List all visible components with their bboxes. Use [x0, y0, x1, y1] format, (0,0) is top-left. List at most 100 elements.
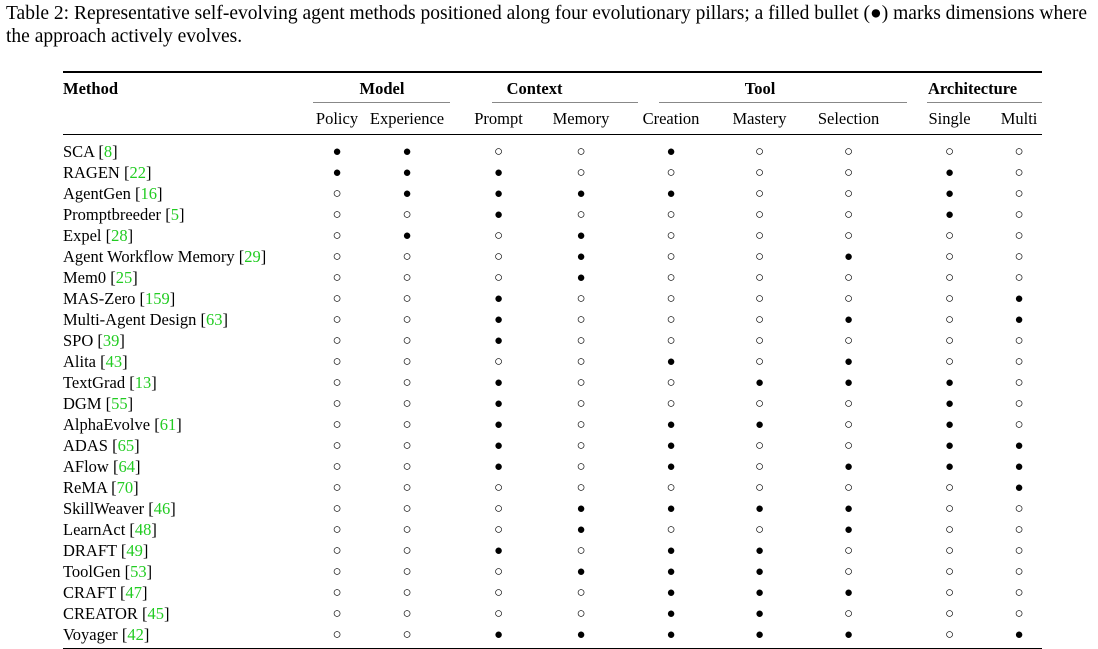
citation-link[interactable]: 28 — [111, 225, 128, 245]
citation-link[interactable]: 5 — [170, 204, 179, 224]
group-header-architecture: Architecture — [903, 71, 1043, 104]
table-row: Promptbreeder [5] ○ ○ ● ○ ○ ○ ○ ● ○ — [63, 204, 1042, 225]
citation-link[interactable]: 61 — [159, 414, 177, 434]
subheader-mastery: Mastery — [725, 104, 795, 135]
filled-bullet-icon: ● — [493, 417, 504, 433]
empty-bullet-icon: ○ — [945, 354, 955, 370]
table-row: Voyager [42] ○ ○ ● ● ● ● ● ○ ● — [63, 624, 1043, 649]
group-rule-architecture — [927, 102, 1042, 103]
filled-bullet-icon: ● — [754, 375, 765, 391]
filled-bullet-cell: ● — [725, 372, 794, 393]
citation-link[interactable]: 47 — [125, 582, 143, 602]
citation-link[interactable]: 70 — [116, 477, 134, 497]
empty-bullet-cell: ○ — [312, 204, 362, 225]
filled-bullet-cell: ● — [545, 519, 617, 540]
filled-bullet-icon: ● — [843, 585, 854, 601]
empty-bullet-cell: ○ — [312, 435, 362, 456]
method-name-cell: LearnAct [48] — [63, 519, 157, 539]
filled-bullet-cell: ● — [617, 435, 725, 456]
filled-bullet-cell: ● — [794, 456, 903, 477]
empty-bullet-cell: ○ — [312, 246, 362, 267]
citation-link[interactable]: 55 — [111, 393, 128, 413]
subheader-single: Single — [903, 104, 997, 135]
empty-bullet-cell: ○ — [312, 309, 362, 330]
filled-bullet-cell: ● — [903, 414, 996, 435]
citation-link[interactable]: 22 — [129, 162, 146, 182]
empty-bullet-cell: ○ — [725, 246, 794, 267]
method-name: Agent Workflow Memory — [63, 246, 235, 266]
filled-bullet-cell: ● — [903, 435, 996, 456]
filled-bullet-cell: ● — [903, 372, 996, 393]
citation-link[interactable]: 63 — [206, 309, 223, 329]
empty-bullet-cell: ○ — [794, 393, 903, 414]
filled-bullet-cell: ● — [545, 246, 617, 267]
citation-link[interactable]: 16 — [140, 183, 157, 203]
citation-link[interactable]: 65 — [117, 435, 135, 455]
empty-bullet-cell: ○ — [996, 603, 1042, 624]
filled-bullet-icon: ● — [1014, 438, 1024, 454]
empty-bullet-icon: ○ — [754, 249, 765, 265]
empty-bullet-cell: ○ — [794, 204, 903, 225]
method-name: Promptbreeder — [63, 204, 162, 224]
empty-bullet-cell: ○ — [312, 561, 362, 582]
empty-bullet-cell: ○ — [545, 309, 617, 330]
empty-bullet-icon: ○ — [754, 459, 765, 475]
citation-link[interactable]: 48 — [134, 519, 152, 539]
empty-bullet-icon: ○ — [945, 144, 955, 160]
citation-link[interactable]: 39 — [102, 330, 120, 350]
citation-link[interactable]: 49 — [126, 540, 143, 560]
citation-link[interactable]: 159 — [145, 288, 170, 308]
empty-bullet-cell: ○ — [903, 309, 996, 330]
citation-link[interactable]: 46 — [153, 498, 171, 518]
filled-bullet-icon: ● — [945, 375, 955, 391]
empty-bullet-icon: ○ — [945, 543, 955, 559]
empty-bullet-cell: ○ — [452, 561, 545, 582]
empty-bullet-icon: ○ — [945, 291, 955, 307]
subheader-memory: Memory — [545, 104, 618, 135]
empty-bullet-icon: ○ — [332, 333, 342, 349]
empty-bullet-cell: ○ — [312, 414, 362, 435]
subheader-creation: Creation — [617, 104, 726, 135]
citation-link[interactable]: 42 — [127, 624, 144, 644]
filled-bullet-icon: ● — [843, 312, 854, 328]
empty-bullet-cell: ○ — [452, 477, 545, 498]
filled-bullet-icon: ● — [666, 144, 676, 160]
empty-bullet-icon: ○ — [1014, 417, 1024, 433]
method-name-cell: Agent Workflow Memory [29] — [63, 246, 267, 266]
empty-bullet-cell: ○ — [545, 204, 617, 225]
empty-bullet-icon: ○ — [666, 396, 676, 412]
empty-bullet-cell: ○ — [996, 519, 1042, 540]
empty-bullet-icon: ○ — [1014, 207, 1024, 223]
citation-link[interactable]: 8 — [103, 141, 113, 161]
citation-link[interactable]: 13 — [134, 372, 152, 392]
table-row: AgentGen [16] ○ ● ● ● ● ○ ○ ● ○ — [63, 183, 1042, 204]
citation-link[interactable]: 43 — [105, 351, 123, 371]
empty-bullet-icon: ○ — [1014, 270, 1024, 286]
citation-link[interactable]: 45 — [147, 603, 165, 623]
empty-bullet-icon: ○ — [754, 333, 765, 349]
filled-bullet-cell: ● — [545, 267, 617, 288]
citation-link[interactable]: 64 — [118, 456, 135, 476]
empty-bullet-cell: ○ — [794, 561, 903, 582]
citation-link[interactable]: 29 — [244, 246, 261, 266]
filled-bullet-icon: ● — [666, 543, 676, 559]
empty-bullet-icon: ○ — [1014, 249, 1024, 265]
filled-bullet-icon: ● — [332, 144, 342, 160]
empty-bullet-cell: ○ — [794, 435, 903, 456]
filled-bullet-icon: ● — [576, 228, 586, 244]
filled-bullet-cell: ● — [617, 183, 725, 204]
empty-bullet-cell: ○ — [617, 372, 725, 393]
citation-link[interactable]: 25 — [115, 267, 133, 287]
citation-link[interactable]: 53 — [130, 561, 147, 581]
empty-bullet-cell: ○ — [725, 288, 794, 309]
empty-bullet-icon: ○ — [576, 144, 586, 160]
filled-bullet-icon: ● — [576, 627, 586, 643]
group-rule-model — [313, 102, 450, 103]
empty-bullet-icon: ○ — [843, 270, 854, 286]
method-name: RAGEN — [63, 162, 120, 182]
filled-bullet-cell: ● — [617, 561, 725, 582]
empty-bullet-icon: ○ — [1014, 585, 1024, 601]
empty-bullet-icon: ○ — [576, 438, 586, 454]
empty-bullet-icon: ○ — [666, 480, 676, 496]
method-name-cell: Expel [28] — [63, 225, 134, 245]
